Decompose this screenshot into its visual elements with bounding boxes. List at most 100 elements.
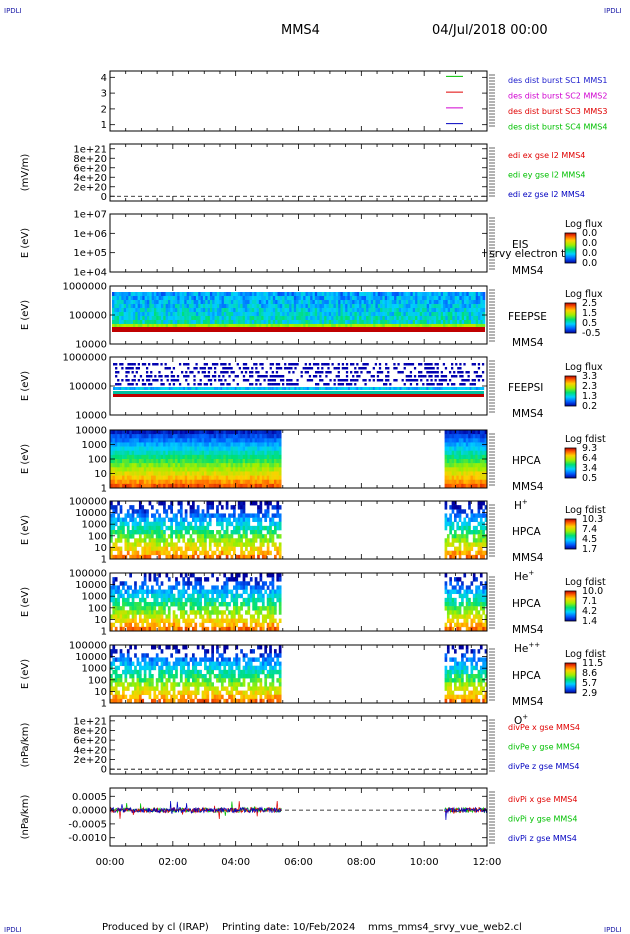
heatmap-cell — [216, 542, 219, 547]
heatmap-cell — [484, 538, 488, 543]
heatmap-cell — [345, 300, 348, 305]
heatmap-cell — [269, 379, 272, 382]
heatmap-cell — [278, 525, 282, 531]
heatmap-cell — [264, 483, 268, 489]
heatmap-cell — [470, 434, 474, 439]
heatmap-cell — [475, 554, 478, 560]
heatmap-cell — [225, 434, 229, 439]
heatmap-cell — [457, 296, 460, 301]
heatmap-cell — [179, 454, 183, 460]
heatmap-cell — [110, 454, 113, 460]
heatmap-cell — [472, 471, 476, 476]
heatmap-cell — [255, 363, 258, 366]
heatmap-cell — [479, 525, 483, 531]
heatmap-cell — [259, 546, 263, 552]
heatmap-cell — [473, 300, 476, 305]
heatmap-cell — [148, 379, 151, 382]
heatmap-cell — [471, 316, 474, 321]
y-tick-label: 3 — [101, 89, 107, 100]
heatmap-cell — [179, 300, 183, 305]
heatmap-cell — [254, 316, 257, 321]
heatmap-cell — [446, 467, 450, 472]
heatmap-cell — [194, 454, 198, 460]
heatmap-cell — [424, 312, 428, 317]
heatmap-cell — [158, 534, 161, 539]
heatmap-cell — [269, 534, 272, 539]
legend-entry: des dist burst SC2 MMS2 — [508, 92, 607, 101]
heatmap-cell — [213, 387, 217, 390]
heatmap-cell — [478, 324, 481, 327]
heatmap-cell — [126, 442, 130, 447]
heatmap-cell — [149, 320, 152, 325]
heatmap-cell — [122, 430, 125, 435]
heatmap-cell — [136, 589, 140, 595]
heatmap-cell — [252, 434, 255, 439]
heatmap-cell — [363, 296, 367, 301]
heatmap-cell — [182, 517, 186, 523]
heatmap-cell — [226, 300, 229, 305]
heatmap-cell — [278, 430, 282, 435]
heatmap-cell — [196, 467, 200, 472]
heatmap-cell — [220, 363, 223, 366]
heatmap-cell — [456, 430, 460, 435]
heatmap-cell — [233, 316, 236, 321]
heatmap-cell — [247, 434, 251, 439]
heatmap-cell — [205, 312, 208, 317]
heatmap-cell — [200, 292, 204, 297]
heatmap-cell — [116, 316, 120, 321]
heatmap-cell — [247, 312, 250, 317]
heatmap-cell — [117, 610, 120, 615]
heatmap-cell — [134, 530, 137, 535]
heatmap-cell — [412, 324, 416, 327]
heatmap-cell — [457, 312, 460, 317]
heatmap-cell — [470, 459, 474, 464]
heatmap-cell — [201, 467, 205, 472]
heatmap-cell — [484, 475, 488, 481]
heatmap-cell — [226, 387, 229, 390]
heatmap-cell — [143, 538, 147, 543]
heatmap-cell — [162, 383, 165, 386]
heatmap-cell — [220, 442, 224, 447]
heatmap-cell — [175, 546, 178, 552]
heatmap-cell — [131, 550, 135, 556]
heatmap-cell — [172, 383, 176, 386]
heatmap-cell — [293, 300, 297, 305]
heatmap-cell — [170, 505, 174, 510]
heatmap-cell — [214, 300, 218, 305]
heatmap-cell — [331, 304, 334, 309]
heatmap-cell — [333, 316, 337, 321]
heatmap-cell — [114, 320, 117, 325]
heatmap-cell — [184, 550, 188, 556]
heatmap-cell — [433, 300, 437, 305]
heatmap-cell — [206, 459, 210, 464]
heatmap-cell — [167, 442, 171, 447]
heatmap-cell — [324, 308, 327, 313]
heatmap-cell — [484, 517, 488, 523]
heatmap-cell — [242, 379, 246, 382]
heatmap-cell — [189, 479, 193, 485]
heatmap-cell — [177, 446, 181, 452]
heatmap-cell — [265, 312, 269, 317]
heatmap-cell — [189, 513, 193, 518]
heatmap-cell — [156, 363, 159, 366]
heatmap-cell — [124, 614, 128, 619]
heatmap-cell — [296, 387, 299, 390]
heatmap-cell — [417, 320, 421, 325]
heatmap-cell — [240, 463, 243, 468]
heatmap-cell — [138, 542, 142, 547]
heatmap-cell — [468, 442, 471, 447]
heatmap-cell — [329, 387, 332, 390]
heatmap-cell — [405, 375, 408, 378]
heatmap-cell — [178, 383, 182, 386]
heatmap-cell — [225, 430, 229, 435]
heatmap-cell — [199, 367, 202, 370]
heatmap-cell — [454, 530, 457, 535]
heatmap-cell — [475, 450, 478, 456]
heatmap-cell — [134, 610, 137, 615]
heatmap-cell — [446, 538, 450, 543]
heatmap-cell — [463, 438, 467, 443]
heatmap-cell — [273, 505, 277, 510]
heatmap-cell — [393, 367, 396, 370]
heatmap-cell — [175, 530, 178, 535]
heatmap-cell — [124, 538, 128, 543]
